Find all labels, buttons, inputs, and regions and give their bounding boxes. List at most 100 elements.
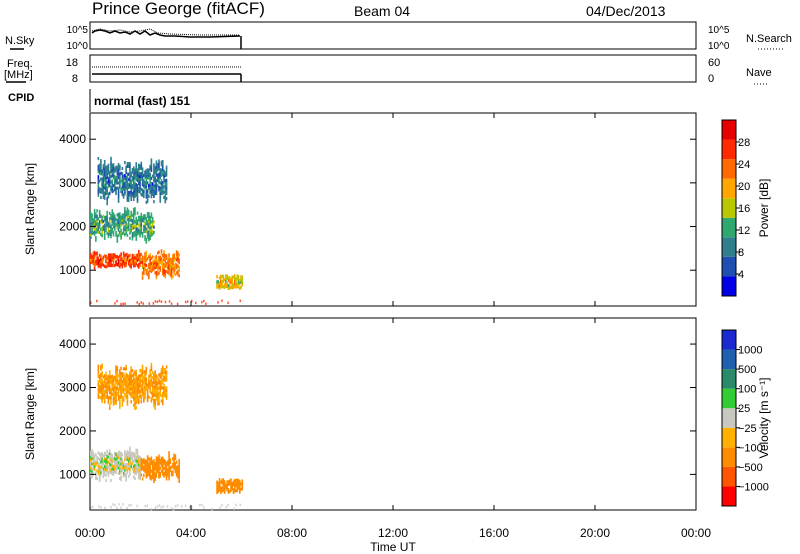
power-echo-cell <box>107 224 110 228</box>
power-echo-cell <box>145 195 148 199</box>
velocity-echo-cell <box>120 374 122 378</box>
velocity-echo-cell <box>169 466 172 470</box>
velocity-echo-cell <box>134 370 136 374</box>
power-echo-cell <box>111 227 114 231</box>
velocity-echo-cell <box>218 480 221 484</box>
velocity-echo-cell <box>127 467 130 471</box>
velocity-echo-cell <box>226 488 228 492</box>
velocity-echo-cell <box>122 382 125 387</box>
velocity-echo-cell <box>146 385 149 390</box>
power-colorbar-cell <box>722 198 736 218</box>
velocity-echo-cell <box>126 506 128 510</box>
velocity-echo-cell <box>125 385 127 389</box>
velocity-echo-cell <box>106 470 109 474</box>
power-echo-cell <box>146 214 149 218</box>
velocity-echo-cell <box>103 454 106 458</box>
power-echo-cell <box>137 223 140 227</box>
power-echo-cell <box>137 215 140 219</box>
velocity-echo-cell <box>140 368 143 373</box>
power-echo-cell <box>164 189 167 193</box>
velocity-echo-cell <box>125 473 127 477</box>
velocity-echo-cell <box>90 466 92 470</box>
power-echo-cell <box>119 175 121 179</box>
power-echo-cell <box>102 169 105 173</box>
power-echo-cell <box>139 255 141 259</box>
power-echo-cell <box>122 187 125 191</box>
velocity-echo-cell <box>119 466 121 470</box>
power-echo-cell <box>155 257 158 261</box>
power-echo-cell <box>122 226 125 230</box>
power-echo-cell <box>163 177 165 181</box>
power-echo-cell <box>92 220 95 224</box>
velocity-echo-cell <box>135 385 138 389</box>
velocity-echo-cell <box>156 381 159 385</box>
power-echo-cell <box>126 228 129 232</box>
velocity-echo-cell <box>154 385 156 390</box>
power-echo-cell <box>221 274 223 279</box>
velocity-echo-cell <box>238 482 241 486</box>
power-echo-cell <box>146 225 149 229</box>
velocity-echo-cell <box>103 382 106 386</box>
power-echo-cell <box>149 167 151 171</box>
power-echo-cell <box>132 184 135 188</box>
power-echo-cell <box>117 176 120 180</box>
velocity-echo-cell <box>141 477 144 481</box>
velocity-echo-cell <box>163 471 165 476</box>
power-echo-cell <box>149 172 151 176</box>
velocity-echo-cell <box>126 376 129 380</box>
velocity-echo-cell <box>101 454 103 458</box>
velocity-echo-cell <box>105 387 107 391</box>
power-echo-cell <box>172 256 174 260</box>
velocity-echo-cell <box>121 463 124 467</box>
velocity-echo-cell <box>158 402 160 406</box>
velocity-echo-cell <box>129 386 131 391</box>
power-echo-cell <box>93 222 96 226</box>
velocity-echo-cell <box>146 388 149 392</box>
power-echo-cell <box>144 265 146 269</box>
power-echo-cell <box>144 173 146 177</box>
velocity-echo-cell <box>148 374 150 378</box>
power-echo-cell <box>154 176 156 180</box>
velocity-echo-cell <box>101 457 103 461</box>
velocity-echo-cell <box>168 471 170 476</box>
power-echo-cell <box>129 223 131 227</box>
power-echo-cell <box>241 275 244 279</box>
velocity-echo-cell <box>108 470 111 474</box>
power-echo-cell <box>168 266 170 270</box>
velocity-echo-cell <box>119 379 121 383</box>
velocity-echo-cell <box>121 398 124 402</box>
velocity-echo-cell <box>139 469 141 473</box>
power-echo-cell <box>119 262 121 266</box>
velocity-echo-cell <box>108 396 111 400</box>
velocity-echo-cell <box>110 455 112 459</box>
velocity-echo-cell <box>155 464 158 468</box>
power-echo-cell <box>112 212 115 216</box>
velocity-echo-cell <box>110 398 112 402</box>
velocity-echo-cell <box>148 377 150 381</box>
power-echo-cell <box>169 262 172 267</box>
power-echo-cell <box>220 285 222 289</box>
power-echo-cell <box>158 167 160 171</box>
power-echo-cell <box>159 191 162 195</box>
velocity-echo-cell <box>108 406 111 410</box>
power-echo-cell <box>145 169 148 173</box>
power-echo-cell <box>93 261 96 265</box>
velocity-echo-cell <box>122 398 125 402</box>
power-echo-cell <box>110 156 112 160</box>
velocity-echo-cell <box>178 464 180 468</box>
power-echo-cell <box>150 163 153 167</box>
velocity-echo-cell <box>136 504 138 508</box>
velocity-echo-cell <box>124 452 126 456</box>
power-echo-cell <box>167 270 169 275</box>
power-echo-cell <box>107 258 110 262</box>
velocity-echo-cell <box>168 451 170 455</box>
power-echo-cell <box>148 173 150 177</box>
freq-panel-frame <box>89 54 697 83</box>
power-echo-cell <box>112 184 115 188</box>
power-echo-cell <box>134 264 136 268</box>
power-echo-cell <box>117 233 120 237</box>
velocity-echo-cell <box>125 462 127 467</box>
power-echo-cell <box>225 279 227 283</box>
